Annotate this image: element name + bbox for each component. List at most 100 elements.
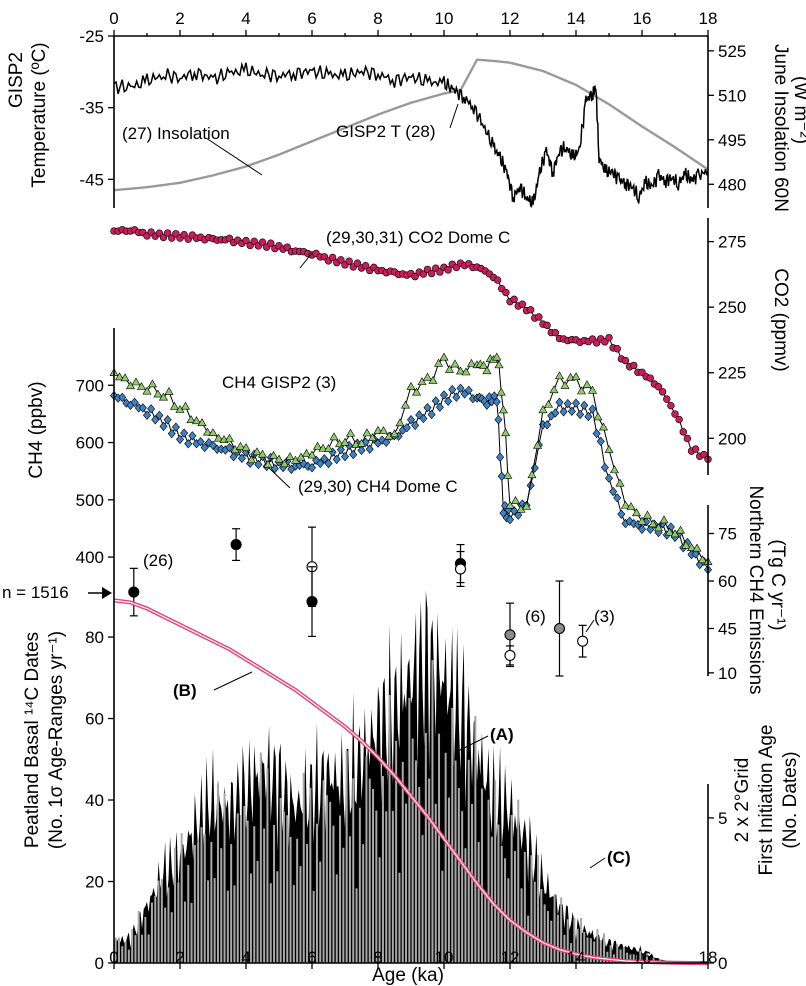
co2-dome-c-point xyxy=(419,270,428,278)
ch4-dome-c-point xyxy=(118,392,127,403)
ch4-dome-c-point xyxy=(167,428,176,439)
grid-initiation-bar xyxy=(137,910,140,963)
ch4-dome-c-point xyxy=(572,398,580,408)
grid-initiation-bar xyxy=(530,855,533,963)
co2-tick-label: 250 xyxy=(718,298,746,317)
ch4-gisp2-point xyxy=(356,438,367,447)
grid-initiation-bar xyxy=(537,855,540,963)
grid-initiation-bar xyxy=(457,788,460,963)
ch4-gisp2-point xyxy=(560,380,570,389)
gisp2-y-label-1: GISP2 xyxy=(6,52,27,108)
grid-initiation-bar xyxy=(253,826,256,963)
grid-initiation-bar xyxy=(626,952,629,963)
ch4-gisp2-point xyxy=(164,386,174,395)
grid-initiation-bar xyxy=(441,870,444,963)
ch4-dome-c-point xyxy=(617,509,626,519)
co2-dome-c-point xyxy=(630,361,638,370)
gisp2-leader xyxy=(449,103,459,129)
grid-initiation-bar xyxy=(174,847,177,963)
grid-initiation-bar xyxy=(645,953,648,963)
ch4-dome-c-point xyxy=(605,473,613,483)
label-a: (A) xyxy=(490,725,514,744)
grid-initiation-bar xyxy=(335,874,338,963)
n-label: n = 1516 xyxy=(2,583,69,602)
grid-label-1: 2 x 2°Grid xyxy=(732,758,753,843)
grid-initiation-bar xyxy=(200,827,203,963)
top-x-tick-label: 16 xyxy=(633,9,652,28)
co2-tick-label: 275 xyxy=(718,233,746,252)
ch4-gisp2-point xyxy=(191,416,202,425)
grid-label-3: (No. Dates) xyxy=(780,751,801,848)
insolation-tick-label: 480 xyxy=(718,175,746,194)
emission-point xyxy=(504,649,516,661)
grid-initiation-bar xyxy=(523,851,526,963)
gisp2-y-tick-label: -35 xyxy=(79,99,104,118)
ch4-gisp2-point xyxy=(587,385,598,394)
ch4-gisp2-point xyxy=(482,366,492,375)
co2-dome-c-point xyxy=(683,434,692,443)
co2-dome-c-point xyxy=(646,374,654,382)
ch4-gisp2-point xyxy=(395,418,405,427)
ch4-dome-c-point xyxy=(159,421,168,432)
grid-initiation-bar xyxy=(609,945,612,963)
top-x-tick-label: 12 xyxy=(501,9,520,28)
grid-initiation-bar xyxy=(345,750,348,963)
emissions-label-2: (Tg C yr⁻¹) xyxy=(767,539,788,630)
ch4-dome-c-point xyxy=(122,398,131,408)
ch4-gisp2-point xyxy=(496,387,506,396)
grid-initiation-bar xyxy=(141,934,144,963)
ch4-gisp2-point xyxy=(444,364,455,373)
grid-tick-label: 5 xyxy=(718,809,727,828)
ch4-gisp2-point xyxy=(692,543,702,552)
x-axis-label: Age (ka) xyxy=(372,965,444,986)
grid-initiation-bar xyxy=(180,833,183,963)
grid-initiation-bar xyxy=(381,776,384,963)
ch4-gisp2-point xyxy=(378,426,389,435)
grid-initiation-bar xyxy=(629,954,632,963)
emission-point xyxy=(553,622,566,635)
grid-initiation-bar xyxy=(207,880,210,963)
ch4-dome-c-point xyxy=(609,486,618,497)
ch4-dome-c-point xyxy=(482,400,491,410)
ch4-dome-c-point xyxy=(444,396,453,406)
co2-dome-c-point xyxy=(535,313,543,321)
ch4-gisp2-point xyxy=(131,377,141,386)
grid-initiation-bar xyxy=(259,752,262,963)
ch4-gisp2-point xyxy=(501,428,511,437)
ch4-tick-label: 700 xyxy=(76,376,104,395)
grid-initiation-bar xyxy=(144,916,147,963)
ch4-gisp2-point xyxy=(494,360,504,369)
ch4-dome-c-point xyxy=(423,402,432,413)
co2-leader xyxy=(299,252,313,269)
ch4-gisp2-point xyxy=(406,381,416,390)
emission-point xyxy=(230,539,242,551)
co2-dome-c-point xyxy=(518,300,527,308)
ref-26-annotation: (26) xyxy=(143,551,173,570)
ch4-gisp2-point xyxy=(659,515,669,524)
grid-initiation-bar xyxy=(434,803,437,963)
grid-tick-label: 10 xyxy=(718,664,737,683)
emissions-tick-label: 45 xyxy=(718,620,737,639)
grid-initiation-bar xyxy=(388,694,391,963)
grid-initiation-bar xyxy=(117,937,120,963)
co2-dome-c-point xyxy=(658,388,667,396)
grid-initiation-bar xyxy=(573,918,576,963)
co2-dome-c-point xyxy=(337,256,345,264)
ch4-gisp2-point xyxy=(631,508,642,517)
emissions-tick-label: 75 xyxy=(718,525,737,544)
grid-initiation-bar xyxy=(263,828,266,963)
grid-initiation-bar xyxy=(325,795,328,963)
ch4-dome-c-point xyxy=(320,454,329,464)
grid-initiation-bar xyxy=(134,935,137,963)
ch4-gisp2-annotation: CH4 GISP2 (3) xyxy=(222,373,336,392)
top-x-tick-label: 4 xyxy=(241,9,250,28)
grid-initiation-bar xyxy=(395,740,398,963)
label-b-leader xyxy=(213,671,253,691)
grid-initiation-bar xyxy=(339,815,342,963)
grid-initiation-bar xyxy=(203,834,206,963)
grid-initiation-bar xyxy=(249,873,252,963)
grid-initiation-bar xyxy=(302,772,305,963)
ch4-gisp2-point xyxy=(329,432,339,441)
peatland-dates-area xyxy=(114,590,708,963)
ch4-dome-c-point xyxy=(378,435,387,445)
